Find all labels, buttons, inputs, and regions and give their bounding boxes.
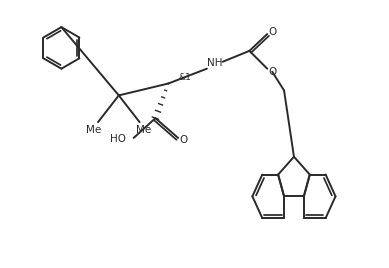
Text: O: O bbox=[179, 135, 187, 145]
Text: O: O bbox=[268, 67, 276, 77]
Text: Me: Me bbox=[136, 125, 151, 135]
Text: Me: Me bbox=[86, 125, 102, 135]
Text: NH: NH bbox=[207, 58, 223, 68]
Text: O: O bbox=[268, 27, 276, 37]
Text: &1: &1 bbox=[178, 73, 191, 82]
Text: HO: HO bbox=[110, 134, 126, 144]
